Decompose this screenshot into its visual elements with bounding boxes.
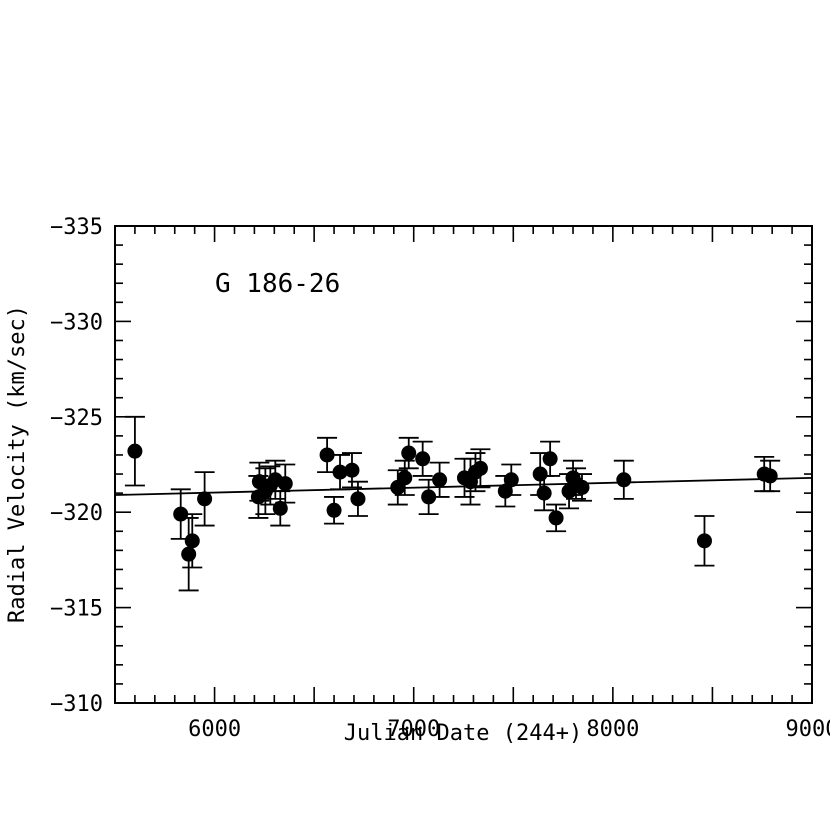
- y-tick-label: −310: [50, 692, 103, 717]
- data-point-group: [341, 452, 362, 489]
- data-point: [319, 447, 335, 463]
- x-tick-label: 9000: [786, 717, 830, 742]
- data-point-group: [546, 503, 567, 533]
- data-point: [332, 464, 348, 480]
- x-tick-label: 6000: [188, 717, 241, 742]
- data-point-group: [394, 459, 415, 496]
- data-point: [197, 491, 213, 507]
- data-point-group: [694, 515, 715, 567]
- data-point: [401, 445, 417, 461]
- data-point-group: [613, 459, 634, 500]
- plot-frame: [114, 225, 813, 704]
- data-point-group: [270, 490, 291, 527]
- data-point: [616, 472, 632, 488]
- data-point-group: [398, 436, 419, 470]
- y-tick-label: −320: [50, 501, 103, 526]
- data-point: [415, 451, 431, 467]
- data-point: [574, 479, 590, 495]
- fit-line-layer: [114, 476, 813, 496]
- data-point-group: [571, 473, 592, 502]
- data-point: [536, 485, 552, 501]
- data-point: [542, 451, 558, 467]
- y-tick-label: −335: [50, 215, 103, 240]
- data-point-group: [124, 415, 145, 487]
- data-point-group: [760, 459, 781, 493]
- x-tick-label: 8000: [586, 717, 639, 742]
- data-point: [421, 489, 437, 505]
- data-point: [696, 533, 712, 549]
- data-point-group: [540, 440, 561, 477]
- tick-labels: 6000 7000 8000 9000 −335 −330 −325 −320 −315 −310: [50, 215, 830, 742]
- data-point-group: [324, 496, 345, 525]
- x-tick-label: 7000: [387, 717, 440, 742]
- data-point-group: [501, 463, 522, 496]
- data-point: [127, 443, 143, 459]
- data-point: [181, 546, 197, 562]
- data-point-group: [470, 448, 491, 489]
- data-point-group: [194, 471, 215, 527]
- y-tick-label: −325: [50, 406, 103, 431]
- data-point: [762, 468, 778, 484]
- data-point: [397, 470, 413, 486]
- data-point-group: [275, 463, 296, 504]
- data-point: [277, 476, 293, 492]
- data-point-group: [412, 440, 433, 477]
- data-point: [350, 491, 366, 507]
- data-point-group: [317, 436, 338, 474]
- data-point: [432, 472, 448, 488]
- data-point-group: [347, 480, 368, 517]
- y-tick-label: −315: [50, 597, 103, 622]
- data-point: [272, 500, 288, 516]
- y-axis-title: Radial Velocity (km/sec): [5, 305, 30, 623]
- data-point: [503, 472, 519, 488]
- data-point: [344, 462, 360, 478]
- data-point: [184, 533, 200, 549]
- y-tick-label: −330: [50, 310, 103, 335]
- data-point: [548, 510, 564, 526]
- data-point: [472, 460, 488, 476]
- data-point-group: [429, 461, 450, 498]
- data-point-group: [418, 478, 439, 516]
- data-point-group: [330, 454, 351, 491]
- data-point: [326, 502, 342, 518]
- data-point-group: [178, 517, 199, 592]
- star-name-annotation: G 186-26: [215, 269, 340, 299]
- data-point: [532, 466, 548, 482]
- data-point-group: [182, 513, 203, 569]
- data-point-group: [534, 475, 555, 512]
- x-axis-title: Julian Date (244+): [344, 721, 582, 746]
- fit-line: [114, 476, 813, 496]
- data-points: [124, 415, 781, 592]
